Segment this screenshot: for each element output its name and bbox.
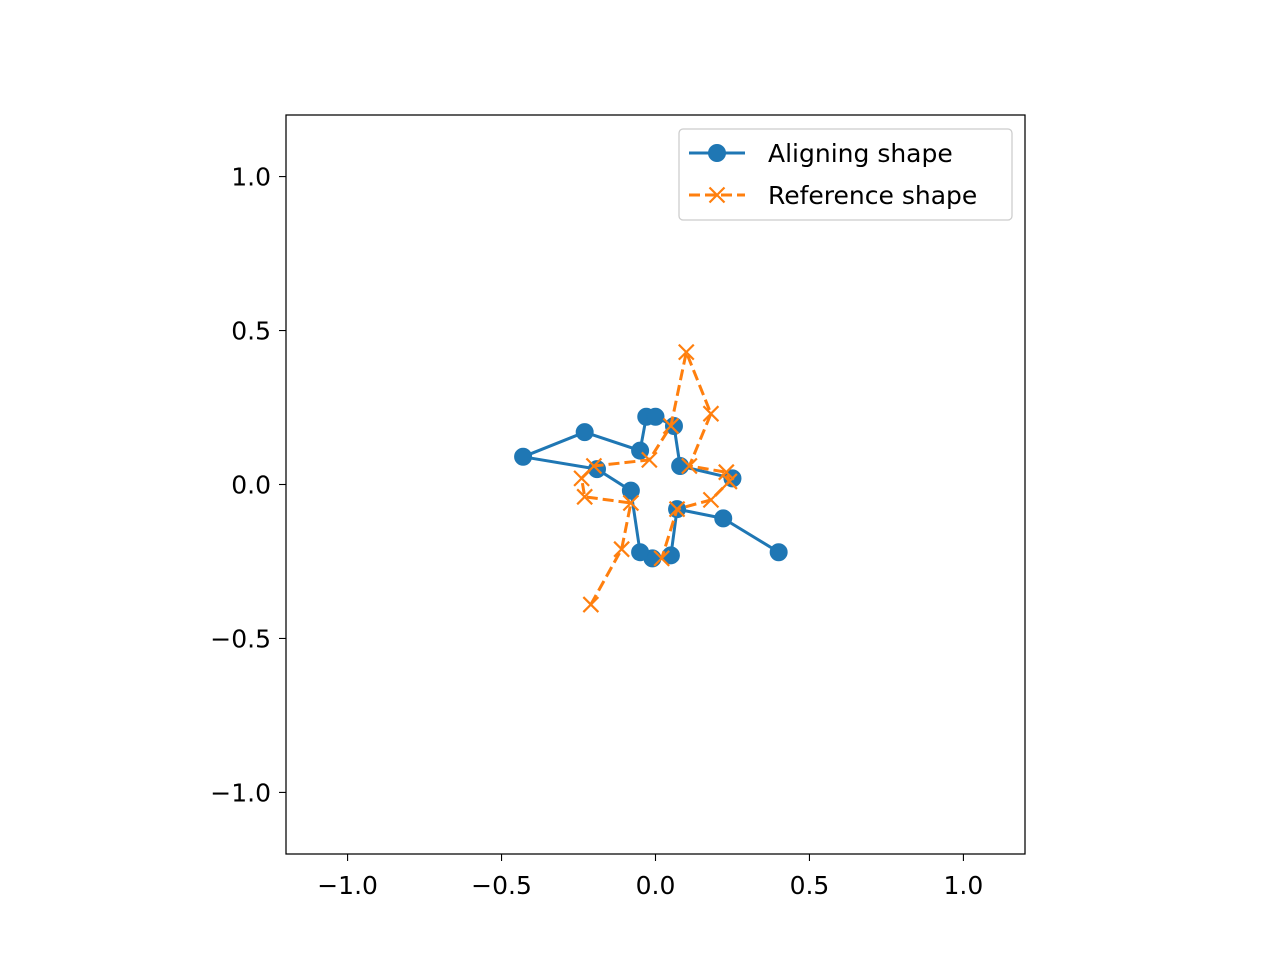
data-point [613, 540, 630, 558]
marker-stroke [582, 596, 600, 613]
data-point [641, 451, 658, 469]
data-point [621, 481, 640, 500]
data-point [582, 596, 600, 613]
marker-stroke [721, 473, 738, 490]
data-point [721, 473, 738, 490]
legend-label: Reference shape [768, 181, 977, 210]
data-point [702, 405, 720, 422]
data-point [714, 509, 733, 528]
data-point [671, 457, 690, 476]
marker-stroke [622, 494, 640, 512]
marker-stroke [662, 417, 680, 435]
data-point [668, 500, 686, 518]
marker-stroke [718, 463, 735, 481]
legend-marker [708, 144, 726, 162]
data-point [514, 447, 533, 466]
legend-entry-2: Reference shape [689, 181, 977, 210]
series-line [580, 350, 731, 606]
marker-stroke [641, 451, 658, 469]
series-2 [573, 343, 738, 613]
marker-stroke [708, 186, 726, 204]
legend-label: Aligning shape [768, 139, 953, 168]
data-point [653, 550, 670, 567]
marker-stroke [702, 405, 720, 422]
x-tick-label: 1.0 [944, 871, 984, 900]
data-point [575, 423, 594, 442]
marker-stroke [681, 457, 698, 475]
y-tick-label: 1.0 [231, 163, 271, 192]
series-layer [514, 343, 788, 613]
legend: Aligning shape Reference shape [678, 128, 1013, 221]
y-tick-label: 0.0 [231, 471, 271, 500]
plot-area [286, 115, 1025, 854]
data-point [576, 488, 593, 506]
y-tick-label: −1.0 [210, 778, 271, 807]
marker-stroke [613, 540, 630, 558]
data-point [622, 494, 640, 512]
x-tick-label: 0.5 [790, 871, 830, 900]
x-tick-label: −1.0 [317, 871, 378, 900]
legend-box [678, 128, 1013, 221]
x-tick-label: 0.0 [636, 871, 676, 900]
marker-stroke [585, 457, 603, 475]
data-point [631, 543, 650, 562]
data-point [678, 343, 695, 361]
legend-entry-1: Aligning shape [689, 139, 953, 168]
data-point [769, 543, 788, 562]
y-axis: 1.0 0.5 0.0 −0.5 −1.0 [210, 163, 286, 807]
y-tick-label: −0.5 [210, 624, 271, 653]
legend-marker [708, 186, 726, 204]
x-tick-label: −0.5 [471, 871, 532, 900]
marker-stroke [576, 488, 593, 506]
x-axis: −1.0 −0.5 0.0 0.5 1.0 [317, 854, 983, 900]
data-point [718, 463, 735, 481]
data-point [681, 457, 698, 475]
marker-stroke [678, 343, 695, 361]
data-point [662, 417, 680, 435]
marker-stroke [702, 491, 720, 509]
data-point [585, 457, 603, 475]
marker-stroke [668, 500, 686, 518]
marker-stroke [653, 550, 670, 567]
data-point [646, 407, 665, 426]
y-tick-label: 0.5 [231, 317, 271, 346]
data-point [702, 491, 720, 509]
